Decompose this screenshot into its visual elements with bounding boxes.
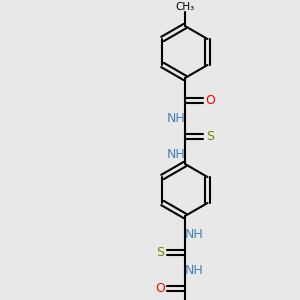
- Text: NH: NH: [167, 112, 185, 124]
- Text: O: O: [155, 281, 165, 295]
- Text: NH: NH: [184, 227, 203, 241]
- Text: S: S: [206, 130, 214, 142]
- Text: O: O: [205, 94, 215, 106]
- Text: NH: NH: [167, 148, 185, 160]
- Text: S: S: [156, 245, 164, 259]
- Text: CH₃: CH₃: [176, 2, 195, 12]
- Text: NH: NH: [184, 263, 203, 277]
